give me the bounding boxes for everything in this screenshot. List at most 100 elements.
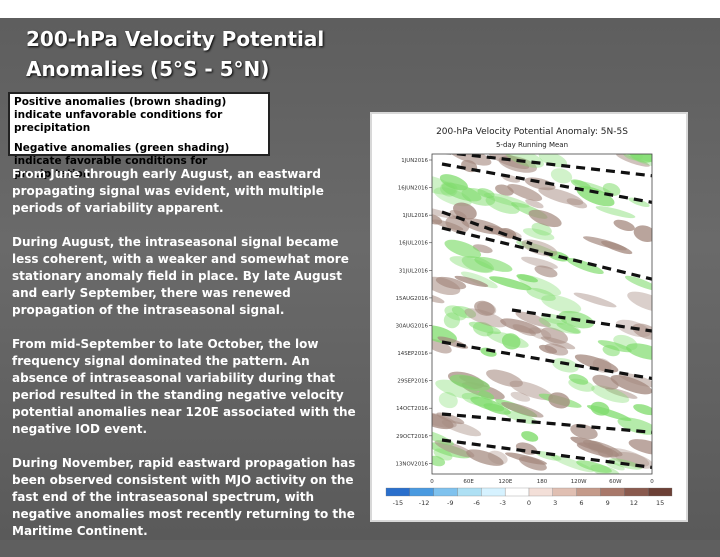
negative-anomaly-blob — [568, 378, 595, 392]
date-label: 29SEP2016 — [397, 379, 428, 385]
negative-anomaly-blob — [627, 154, 652, 168]
longitude-label: 120W — [571, 479, 587, 485]
negative-anomaly-blob — [451, 306, 477, 319]
negative-anomaly-blob — [443, 312, 460, 329]
title-line-2: Anomalies (5°S - 5°N) — [26, 57, 270, 81]
slide: 200-hPa Velocity Potential Anomalies (5°… — [0, 0, 720, 540]
negative-anomaly-blob — [605, 461, 625, 471]
colorbar-label: 6 — [579, 499, 583, 507]
negative-anomaly-blob — [483, 403, 511, 415]
colorbar-swatch — [552, 487, 577, 497]
positive-anomaly-blob — [435, 276, 467, 290]
colorbar-swatch — [481, 487, 506, 497]
hovmoller-svg: 200-hPa Velocity Potential Anomaly: 5N-5… — [385, 127, 673, 507]
negative-anomaly-blob — [541, 294, 582, 314]
negative-anomaly-blob — [438, 392, 458, 409]
date-label: 13NOV2016 — [396, 461, 429, 467]
positive-anomaly-blob — [510, 391, 531, 402]
negative-anomaly-blob — [474, 256, 513, 272]
date-label: 14OCT2016 — [396, 406, 428, 412]
positive-anomaly-blob — [574, 354, 619, 373]
negative-anomaly-blob — [624, 275, 652, 291]
positive-anomaly-blob — [501, 401, 544, 418]
negative-anomaly-blob — [478, 390, 495, 401]
positive-anomaly-blob — [540, 336, 576, 350]
positive-anomaly-blob — [610, 375, 652, 395]
positive-anomaly-blob — [464, 308, 507, 328]
negative-anomaly-blob — [550, 454, 594, 473]
colorbar-swatch — [528, 487, 553, 497]
date-axis: 1JUN2016 16JUN2016 1JUL2016 16JUL2016 31JUL2… — [396, 158, 432, 467]
positive-anomaly-blob — [432, 338, 452, 354]
positive-anomaly-blob — [534, 265, 558, 278]
negative-anomaly-blob — [501, 333, 521, 350]
paragraph-2: During August, the intraseasonal signal … — [12, 235, 349, 317]
negative-anomaly-blob — [538, 154, 568, 168]
negative-anomaly-blob — [461, 255, 495, 274]
positive-anomaly-blob — [486, 369, 523, 388]
positive-anomaly-blob — [573, 292, 617, 308]
colorbar-label: 12 — [630, 499, 638, 507]
longitude-label: 60W — [609, 479, 622, 485]
date-label: 16JUN2016 — [398, 186, 429, 192]
positive-anomaly-blob — [507, 184, 543, 201]
colorbar-swatch — [409, 487, 434, 497]
date-label: 1JUL2016 — [402, 213, 428, 219]
positive-anomaly-blob — [616, 154, 650, 167]
negative-anomaly-blob — [486, 331, 529, 348]
negative-anomaly-blob — [628, 154, 652, 163]
negative-anomaly-blob — [489, 276, 532, 291]
negative-anomaly-blob — [526, 287, 556, 301]
positive-anomaly-blob — [618, 372, 652, 388]
propagation-dash-line — [441, 412, 652, 434]
positive-anomaly-blob — [495, 184, 514, 196]
colorbar-swatch — [433, 487, 458, 497]
body-text: From June through early August, an eastw… — [12, 166, 358, 557]
negative-anomaly-blob — [570, 179, 591, 190]
title-line-1: 200-hPa Velocity Potential — [26, 27, 325, 51]
positive-anomaly-blob — [505, 452, 547, 465]
legend-negative: Negative anomalies (green shading) indic… — [14, 142, 230, 180]
hovmoller-figure: 200-hPa Velocity Potential Anomaly: 5N-5… — [370, 112, 688, 522]
positive-anomaly-blob — [544, 343, 569, 356]
negative-anomaly-blob — [556, 322, 581, 334]
positive-anomaly-blob — [521, 256, 558, 269]
propagation-dash-line — [441, 340, 652, 381]
longitude-label: 180 — [537, 479, 548, 485]
positive-anomaly-blob — [605, 387, 638, 399]
negative-anomaly-blob — [444, 239, 482, 259]
paragraph-3: From mid-September to late October, the … — [12, 337, 356, 436]
colorbar-swatch — [624, 487, 649, 497]
propagation-dash-line — [441, 210, 533, 246]
negative-anomaly-blob — [449, 256, 493, 273]
negative-anomaly-blob — [538, 317, 582, 335]
date-label: 1JUN2016 — [401, 158, 428, 164]
negative-anomaly-blob — [628, 197, 650, 208]
positive-anomaly-blob — [628, 439, 652, 455]
negative-anomaly-blob — [550, 168, 573, 184]
positive-anomaly-blob — [454, 275, 489, 287]
colorbar-label: -3 — [500, 499, 506, 507]
negative-anomaly-blob — [483, 192, 530, 208]
colorbar-label: -12 — [419, 499, 430, 507]
longitude-label: 0 — [650, 479, 654, 485]
positive-anomaly-blob — [515, 311, 551, 328]
negative-anomaly-blob — [440, 181, 458, 197]
negative-anomaly-blob — [461, 392, 493, 407]
negative-anomaly-blob — [485, 196, 520, 214]
legend-box: Positive anomalies (brown shading) indic… — [8, 92, 270, 180]
positive-anomaly-blob — [613, 219, 635, 232]
propagation-dash-line — [445, 154, 652, 178]
longitude-label: 0 — [430, 479, 434, 485]
paragraph-4: During November, rapid eastward propagat… — [12, 456, 356, 538]
colorbar-swatch — [505, 487, 530, 497]
negative-anomaly-blob — [535, 450, 562, 461]
legend-positive: Positive anomalies (brown shading) indic… — [14, 96, 227, 134]
colorbar-label: 15 — [656, 499, 664, 507]
date-label: 30AUG2016 — [396, 323, 429, 329]
propagation-dash-line — [441, 226, 652, 281]
colorbar: -15 -12 -9 -6 -3 0 3 6 9 12 15 — [385, 487, 673, 507]
date-label: 15AUG2016 — [396, 296, 429, 302]
positive-anomaly-blob — [474, 300, 495, 316]
plot-border — [431, 153, 653, 475]
